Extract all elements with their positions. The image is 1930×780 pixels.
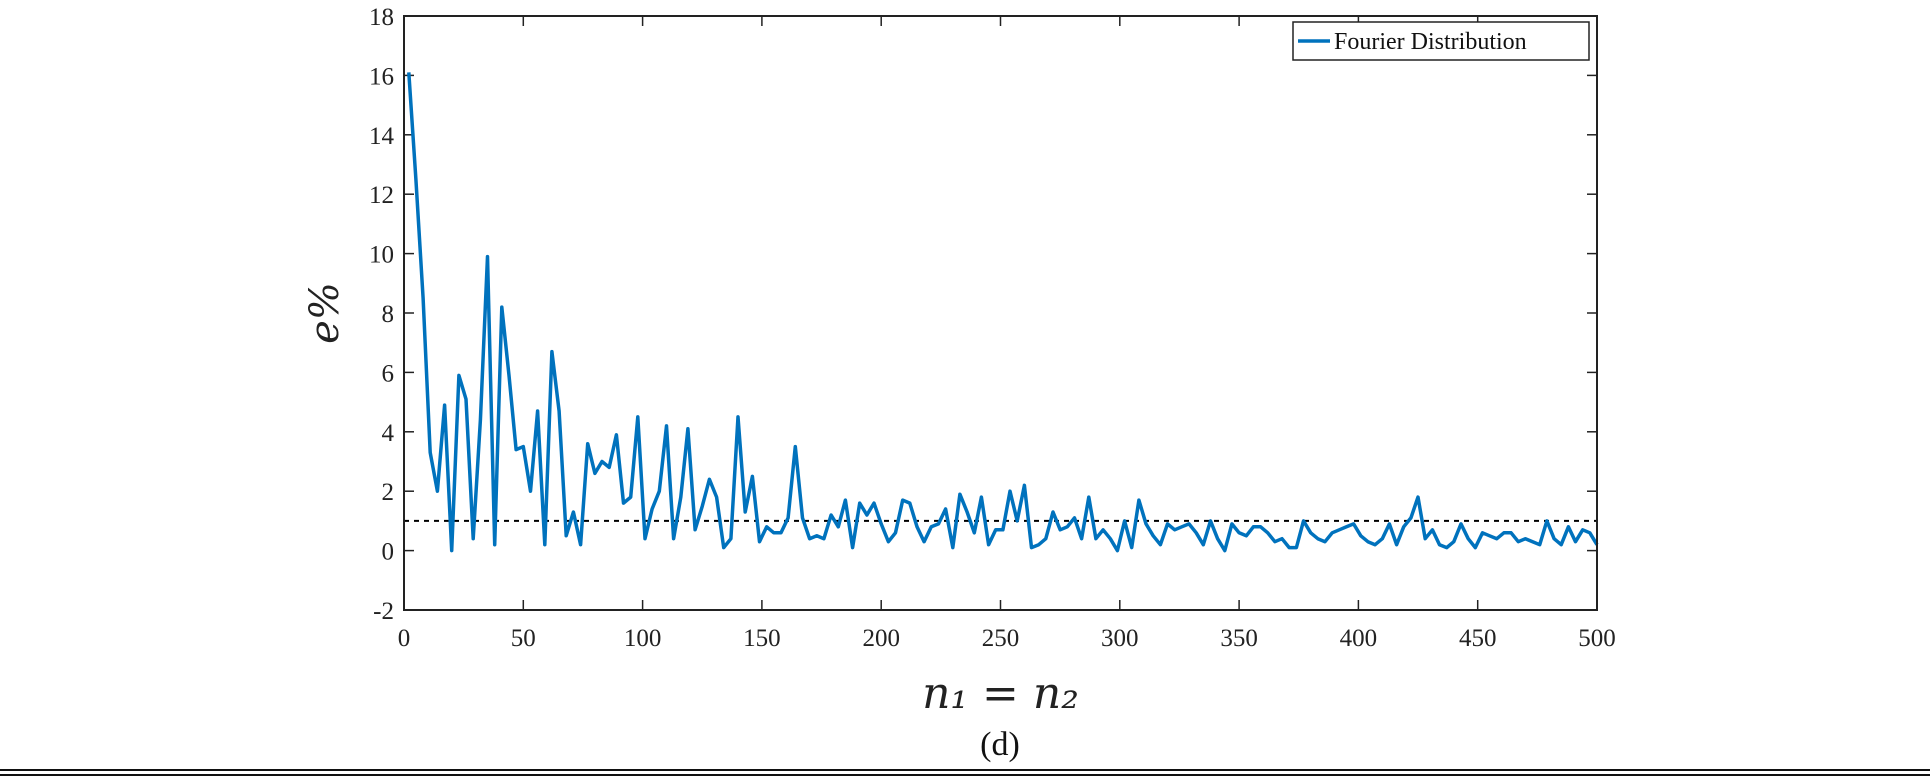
x-tick-label: 350 [1220, 625, 1258, 652]
x-tick-label: 100 [624, 625, 662, 652]
y-tick-label: 10 [369, 242, 394, 269]
y-tick-label: 0 [382, 539, 395, 566]
plot-frame [403, 15, 1598, 611]
legend-entry-fourier-distribution: Fourier Distribution [1334, 29, 1527, 55]
y-tick-label: 2 [382, 479, 395, 506]
legend-box [1292, 21, 1590, 61]
y-axis-ticks: -2 0 2 4 6 8 10 12 14 16 18 [369, 4, 1597, 625]
x-axis-label: n₁ = n₂ [922, 668, 1079, 719]
x-axis-ticks: 0 50 100 150 200 250 300 350 400 450 500 [398, 16, 1616, 652]
x-tick-label: 0 [398, 625, 411, 652]
y-tick-label: 8 [382, 301, 395, 328]
x-tick-label: 250 [982, 625, 1020, 652]
x-tick-label: 150 [743, 625, 781, 652]
x-tick-label: 50 [511, 625, 536, 652]
y-tick-label: 18 [369, 4, 394, 31]
x-tick-label: 200 [862, 625, 900, 652]
series-line-fourier-distribution [407, 72, 1599, 553]
y-tick-label: 16 [369, 63, 394, 90]
y-tick-label: 6 [382, 360, 395, 387]
y-axis-label: e% [302, 282, 348, 344]
x-tick-label: 300 [1101, 625, 1139, 652]
x-tick-label: 450 [1459, 625, 1497, 652]
figure-caption: (d) [980, 726, 1020, 763]
x-tick-label: 400 [1340, 625, 1378, 652]
x-tick-label: 500 [1578, 625, 1616, 652]
y-tick-label: 4 [382, 420, 395, 447]
legend: Fourier Distribution [1292, 21, 1590, 61]
y-tick-label: 12 [369, 182, 394, 209]
y-tick-label: -2 [373, 598, 394, 625]
y-tick-label: 14 [369, 123, 395, 150]
